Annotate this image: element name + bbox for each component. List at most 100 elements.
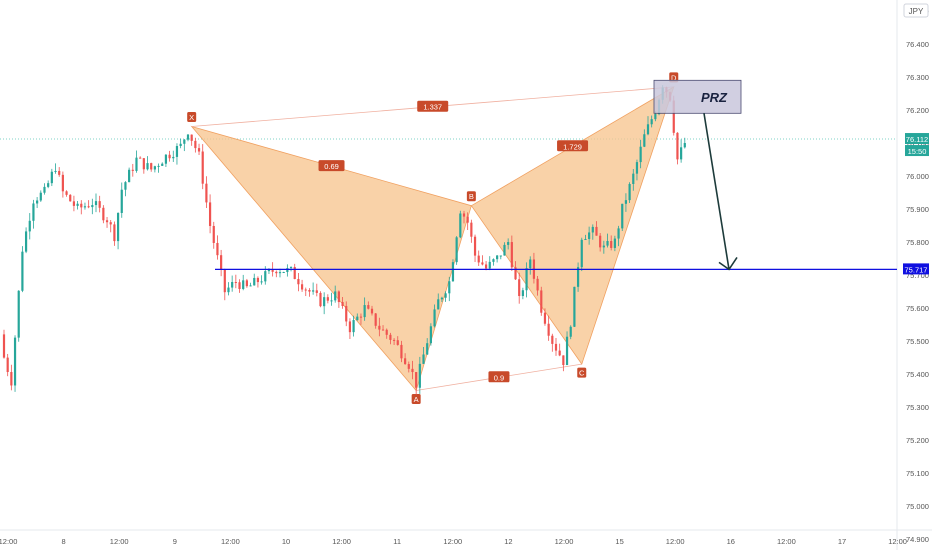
candle bbox=[595, 221, 598, 236]
harmonic-pattern: 0.69 0.9 1.729 1.337 X A B C D bbox=[187, 72, 679, 404]
candle bbox=[36, 197, 39, 209]
candle bbox=[558, 343, 561, 357]
candle bbox=[396, 336, 399, 346]
candle bbox=[573, 286, 576, 327]
price-tick-label: 76.200 bbox=[906, 106, 929, 115]
prz-box[interactable]: PRZ bbox=[653, 79, 742, 114]
svg-text:76.112: 76.112 bbox=[906, 135, 928, 144]
candle bbox=[518, 272, 521, 304]
candle bbox=[499, 255, 502, 260]
candle bbox=[319, 291, 322, 308]
ratio-label-xb: 0.69 bbox=[318, 160, 345, 172]
candle bbox=[617, 225, 620, 247]
time-tick-label: 8 bbox=[62, 537, 66, 546]
candle bbox=[536, 275, 539, 296]
candle bbox=[492, 258, 495, 266]
time-tick-label: 12:00 bbox=[443, 537, 462, 546]
candle bbox=[481, 255, 484, 266]
candle bbox=[47, 180, 50, 189]
candle bbox=[278, 268, 282, 278]
candle bbox=[72, 195, 76, 212]
candle bbox=[348, 318, 352, 339]
time-tick-label: 12:00 bbox=[555, 537, 574, 546]
candle bbox=[503, 242, 506, 256]
candle bbox=[308, 288, 311, 297]
candle bbox=[606, 233, 609, 248]
currency-label: JPY bbox=[909, 7, 924, 16]
candle bbox=[514, 261, 517, 280]
candle bbox=[547, 315, 550, 341]
candle bbox=[540, 286, 543, 316]
candle bbox=[323, 292, 326, 315]
candle bbox=[2, 329, 6, 359]
price-tick-label: 75.900 bbox=[906, 205, 929, 214]
candle bbox=[161, 162, 164, 166]
candle bbox=[65, 190, 68, 197]
candle bbox=[330, 292, 333, 306]
candle bbox=[580, 237, 583, 272]
candle bbox=[462, 210, 466, 224]
candle bbox=[650, 115, 653, 128]
candle bbox=[363, 297, 366, 321]
ratio-label-bd: 1.729 bbox=[557, 140, 589, 152]
candle bbox=[643, 129, 646, 148]
candle bbox=[392, 338, 396, 346]
candle bbox=[105, 217, 109, 228]
candle bbox=[168, 150, 171, 162]
candle bbox=[164, 154, 168, 168]
time-tick-label: 12:00 bbox=[777, 537, 796, 546]
ratio-label-xd: 1.337 bbox=[417, 100, 449, 112]
price-tick-label: 76.400 bbox=[906, 40, 929, 49]
price-tick-label: 76.000 bbox=[906, 172, 929, 181]
candle bbox=[444, 291, 447, 302]
candle bbox=[389, 332, 392, 345]
candle bbox=[54, 163, 57, 174]
candle bbox=[624, 193, 628, 212]
currency-badge[interactable]: JPY bbox=[903, 3, 929, 18]
candle bbox=[385, 328, 388, 339]
svg-text:D: D bbox=[671, 73, 677, 82]
candle bbox=[98, 195, 101, 213]
candle bbox=[256, 276, 260, 288]
price-tick-label: 75.500 bbox=[906, 337, 929, 346]
candle bbox=[94, 193, 98, 213]
candle bbox=[510, 235, 513, 271]
candle bbox=[404, 353, 407, 365]
candle bbox=[197, 143, 201, 155]
candle bbox=[238, 279, 241, 293]
candle bbox=[10, 364, 13, 391]
svg-text:0.69: 0.69 bbox=[324, 162, 339, 171]
candle bbox=[32, 199, 35, 229]
projection-arrow[interactable] bbox=[703, 113, 738, 271]
candle bbox=[422, 346, 425, 365]
candle bbox=[120, 182, 123, 218]
candle bbox=[437, 293, 440, 310]
candle bbox=[473, 234, 477, 263]
candle bbox=[507, 238, 510, 250]
ratio-label-ac: 0.9 bbox=[488, 371, 510, 383]
candle bbox=[591, 224, 594, 240]
candle bbox=[588, 226, 591, 245]
candle bbox=[426, 338, 429, 356]
candle bbox=[477, 250, 480, 266]
candle bbox=[635, 159, 639, 181]
svg-text:15:50: 15:50 bbox=[908, 147, 927, 156]
candle bbox=[286, 264, 289, 277]
candle bbox=[39, 190, 42, 202]
candle bbox=[245, 278, 248, 288]
candle bbox=[13, 335, 17, 392]
candle bbox=[223, 268, 226, 301]
candle bbox=[297, 273, 300, 292]
time-tick-label: 12:00 bbox=[888, 537, 907, 546]
svg-text:X: X bbox=[189, 113, 194, 122]
candle bbox=[116, 212, 120, 250]
price-tick-label: 75.000 bbox=[906, 502, 929, 511]
candle bbox=[341, 297, 344, 309]
time-tick-label: 11 bbox=[393, 537, 401, 546]
candle bbox=[551, 333, 554, 352]
candle bbox=[525, 262, 528, 298]
price-tick-label: 75.600 bbox=[906, 304, 929, 313]
candle bbox=[337, 290, 340, 308]
candle bbox=[367, 301, 370, 310]
candle bbox=[451, 259, 455, 282]
